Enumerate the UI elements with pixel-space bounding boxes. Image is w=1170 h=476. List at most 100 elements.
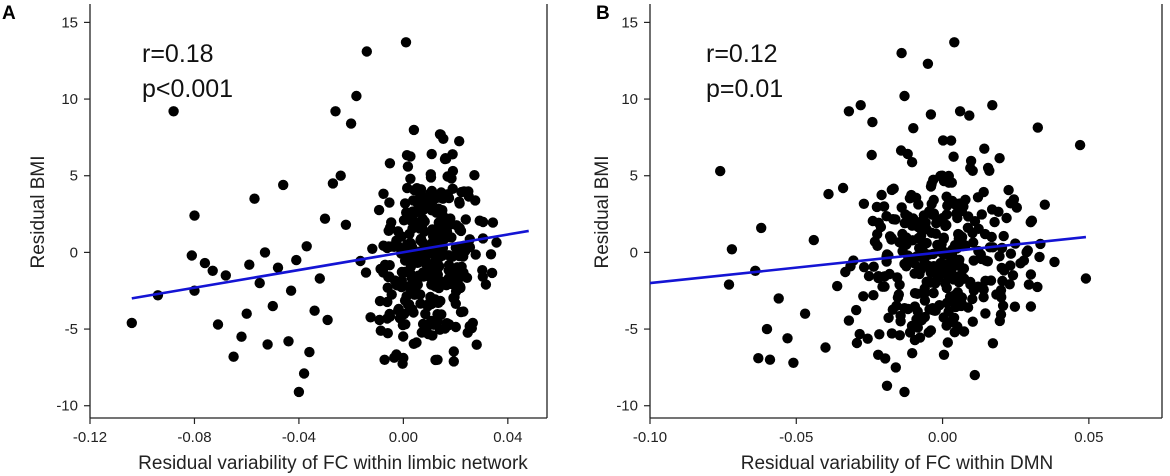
data-point [298,368,310,379]
data-point [866,149,877,161]
data-point [925,109,937,120]
data-point [417,236,428,248]
data-point [402,161,414,172]
data-point [897,246,908,257]
data-point [471,339,482,350]
data-point [189,210,200,221]
data-point [259,247,271,258]
data-point [906,157,918,168]
panel-letter-b: B [596,3,610,24]
data-point [997,275,1008,287]
data-point [384,158,396,169]
data-point [322,314,333,326]
data-point [851,304,862,316]
data-point [964,110,975,121]
data-point [442,189,453,200]
data-point [365,312,376,323]
data-point [886,328,898,339]
data-point [1007,270,1019,281]
y-axis-label-b: Residual BMI [592,156,613,269]
data-point [764,354,776,365]
data-point [906,320,918,332]
data-point [448,356,459,367]
data-point [340,219,352,230]
data-point [858,291,869,302]
data-point [996,262,1007,274]
data-point [967,293,978,305]
data-point [241,308,252,319]
data-point [291,254,302,266]
data-point [432,309,443,320]
points-b [715,37,1092,398]
data-point [467,317,478,329]
data-point [987,338,999,349]
data-point [408,271,420,282]
data-point [922,58,934,69]
data-point [433,217,444,228]
data-point [967,227,978,239]
data-point [461,272,473,283]
data-point [868,261,879,272]
data-point [906,189,917,201]
data-point [919,288,930,299]
data-point [982,162,994,174]
data-point [408,338,419,349]
data-point [407,223,418,234]
data-point [392,226,404,237]
data-point [448,346,459,357]
data-point [726,244,738,255]
data-point [980,308,991,319]
data-point [958,263,970,274]
x-tick-label: -0.04 [282,429,316,446]
data-point [397,358,408,369]
data-point [934,300,945,311]
data-point [412,279,423,290]
data-point [403,238,415,249]
x-tick-label: -0.05 [779,429,813,446]
data-point [386,217,397,228]
data-point [448,266,459,277]
data-point [422,197,433,208]
x-tick-label: -0.08 [177,429,211,446]
data-point [921,276,932,287]
data-point [1025,301,1037,312]
data-point [428,249,440,260]
data-point [378,240,389,251]
data-point [430,354,441,366]
data-point [967,316,978,327]
data-point [843,315,855,326]
data-point [879,271,890,282]
x-axis-label-b: Residual variability of FC within DMN [741,453,1054,474]
data-point [327,178,339,189]
data-point [491,237,502,248]
data-point [448,292,459,304]
data-point [460,214,471,225]
x-axis-label-a: Residual variability of FC within limbic… [138,453,528,474]
data-point [408,195,419,206]
data-point [416,271,427,282]
data-point [207,265,218,276]
data-point [1003,184,1014,196]
data-point [938,312,949,323]
data-point [267,300,278,312]
data-point [304,346,315,358]
data-point [408,307,419,318]
data-point [993,206,1004,217]
data-point [949,254,961,265]
data-point [867,116,878,128]
data-point [410,207,422,218]
data-point [382,296,393,308]
data-point [965,155,977,167]
data-point [293,386,305,398]
data-point [470,249,481,260]
data-point [405,173,416,184]
data-point [423,328,434,340]
data-point [389,275,401,286]
data-point [967,165,978,176]
stat-p-b: p=0.01 [706,75,783,103]
data-point [1025,269,1037,280]
data-point [456,186,467,198]
x-tick-label: 0.00 [389,429,418,446]
data-point [940,259,951,270]
